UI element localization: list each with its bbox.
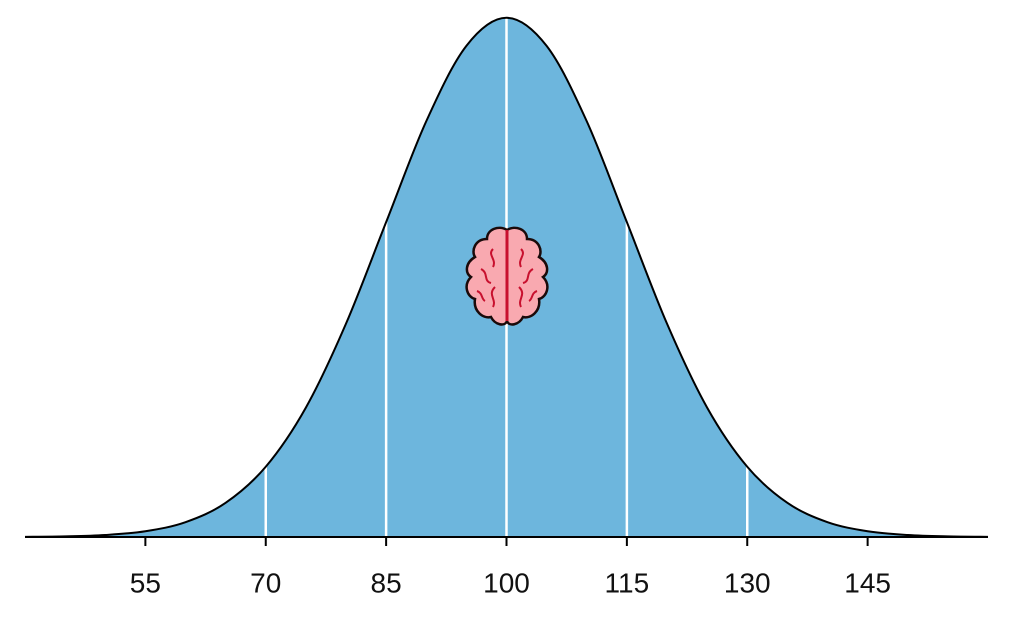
- x-tick-label: 85: [371, 567, 402, 598]
- x-tick-label: 145: [844, 567, 891, 598]
- x-tick-label: 130: [724, 567, 771, 598]
- x-tick-label: 100: [483, 567, 530, 598]
- x-tick-label: 115: [605, 567, 650, 598]
- curve: [24, 16, 989, 538]
- x-tick-label: 55: [130, 567, 161, 598]
- x-tick-label: 70: [250, 567, 281, 598]
- brain-icon: [465, 226, 549, 326]
